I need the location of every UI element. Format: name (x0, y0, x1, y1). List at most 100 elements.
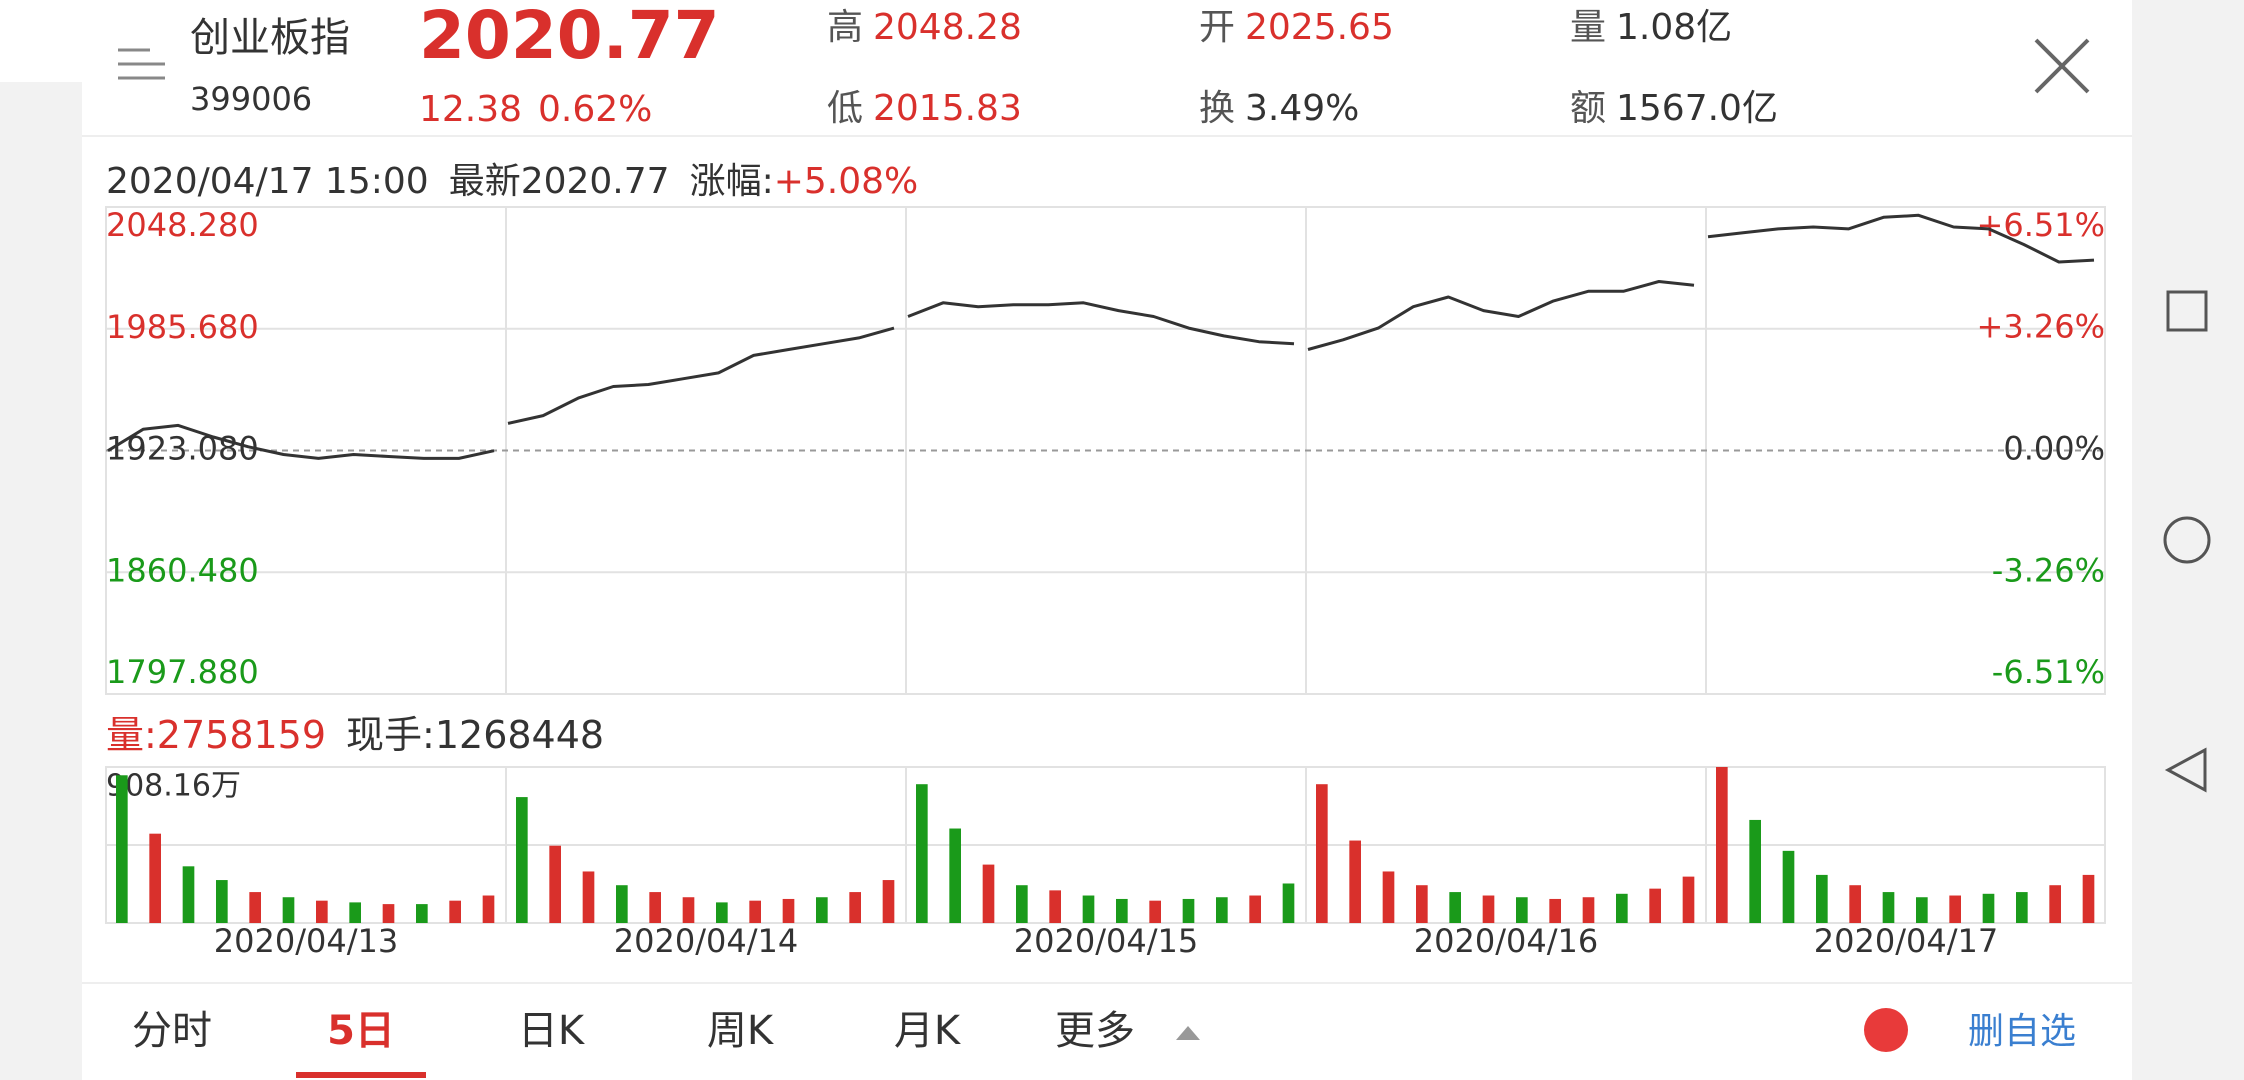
volume-bar (1216, 897, 1228, 923)
volume-bar (1916, 897, 1928, 923)
volume-bar (1549, 898, 1561, 923)
y2-tick-label: -6.51% (1992, 653, 2105, 691)
volume-bar (549, 845, 561, 923)
volume-bar (1749, 819, 1761, 923)
volume-bar (1516, 897, 1528, 923)
y-tick-label: 1985.680 (106, 308, 259, 346)
volume-bar (916, 784, 928, 923)
volume-tick-label: 908.16万 (106, 769, 241, 804)
volume-bar (282, 897, 295, 923)
info-change-label: 涨幅: (690, 161, 774, 202)
volume-bar (1282, 883, 1295, 923)
volume-bar (816, 897, 828, 923)
volume-bar (249, 892, 261, 923)
stat-value: 1.08亿 (1616, 7, 1732, 48)
volume-bar (1949, 895, 1961, 923)
volume-bar (1416, 885, 1428, 923)
favorite-dot (1864, 1008, 1908, 1052)
x-tick-label: 2020/04/17 (1814, 922, 1998, 960)
volume-bar (1082, 895, 1095, 923)
nav-bar (2132, 0, 2244, 1080)
stat-value: 2015.83 (873, 88, 1022, 129)
volume-bar (982, 864, 995, 923)
index-code: 399006 (190, 80, 312, 118)
stat-label: 换 (1199, 88, 1235, 129)
stat-value: 2025.65 (1245, 7, 1394, 48)
volume-bar (1882, 892, 1895, 923)
volume-bar (1116, 898, 1128, 923)
volume-bar (849, 892, 861, 923)
volume-bar (1149, 900, 1161, 923)
volume-bar (449, 900, 461, 923)
volume-bar (716, 902, 728, 923)
chart-info: 2020/04/17 15:00 最新2020.77 涨幅:+5.08% (106, 161, 918, 202)
tab[interactable]: 分时 (132, 1008, 212, 1054)
price-line (1707, 213, 2095, 264)
x-tick-label: 2020/04/15 (1014, 922, 1198, 960)
volume-bar (2082, 874, 2095, 923)
volume-bar (1249, 895, 1261, 923)
info-latest: 最新2020.77 (449, 161, 670, 202)
volume-bar (1782, 850, 1795, 923)
volume-bar (1482, 895, 1495, 923)
home-button[interactable] (2163, 516, 2211, 564)
x-tick-label: 2020/04/13 (214, 922, 398, 960)
volume-bar (516, 797, 528, 923)
tab[interactable]: 日K (518, 1008, 586, 1054)
volume-bar (882, 880, 895, 923)
close-button[interactable] (2034, 38, 2090, 94)
index-name: 创业板指 (190, 15, 350, 61)
volume-bar (1616, 893, 1628, 923)
y2-tick-label: 0.00% (2003, 430, 2105, 468)
stat-value: 2048.28 (873, 7, 1022, 48)
hand-total: 现手:1268448 (346, 713, 604, 757)
recent-button[interactable] (2166, 290, 2208, 332)
more-arrow (1176, 1026, 1200, 1040)
volume-bar (416, 904, 428, 923)
info-change: +5.08% (774, 161, 919, 202)
stat-label: 量 (1570, 7, 1606, 48)
index-change: 12.38 (419, 89, 522, 130)
volume-bar (116, 775, 128, 923)
volume-bar (1816, 874, 1828, 923)
y2-tick-label: +6.51% (1977, 206, 2105, 244)
tab[interactable]: 5日 (327, 1008, 395, 1054)
y-tick-label: 1797.880 (106, 653, 259, 691)
stat-value: 3.49% (1245, 88, 1359, 129)
volume-bar (1316, 784, 1328, 923)
volume-bar (1682, 876, 1695, 923)
menu-icon[interactable] (118, 48, 165, 80)
volume-bar (1016, 885, 1028, 923)
x-tick-label: 2020/04/16 (1414, 922, 1598, 960)
remove-favorite[interactable]: 删自选 (1968, 1011, 2076, 1052)
tab[interactable]: 月K (894, 1008, 962, 1054)
volume-bar (2016, 892, 2028, 923)
stat-label: 开 (1199, 7, 1235, 48)
volume-info: 量:2758159 现手:1268448 (106, 713, 604, 757)
volume-bar (182, 866, 195, 923)
y2-tick-label: +3.26% (1977, 308, 2105, 346)
info-time: 2020/04/17 15:00 (106, 161, 429, 202)
volume-bar (782, 898, 795, 923)
volume-bar (1982, 893, 1995, 923)
stat-label: 低 (827, 88, 863, 129)
volume-bar (1849, 885, 1861, 923)
price-line (107, 423, 495, 460)
back-button[interactable] (2164, 747, 2207, 793)
tab-underline (296, 1072, 426, 1078)
volume-bar (1649, 888, 1661, 923)
volume-bar (582, 871, 595, 923)
x-tick-label: 2020/04/14 (614, 922, 798, 960)
left-edge (0, 82, 82, 1080)
y-tick-label: 1923.080 (106, 430, 259, 468)
volume-bar (1382, 871, 1395, 923)
tab[interactable]: 更多 (1055, 1008, 1135, 1054)
y2-tick-label: -3.26% (1992, 551, 2105, 589)
volume-bar (649, 892, 661, 923)
volume-bar (482, 895, 495, 923)
volume-bar (149, 833, 161, 923)
volume-bar (1049, 890, 1061, 923)
tab[interactable]: 周K (707, 1008, 775, 1054)
